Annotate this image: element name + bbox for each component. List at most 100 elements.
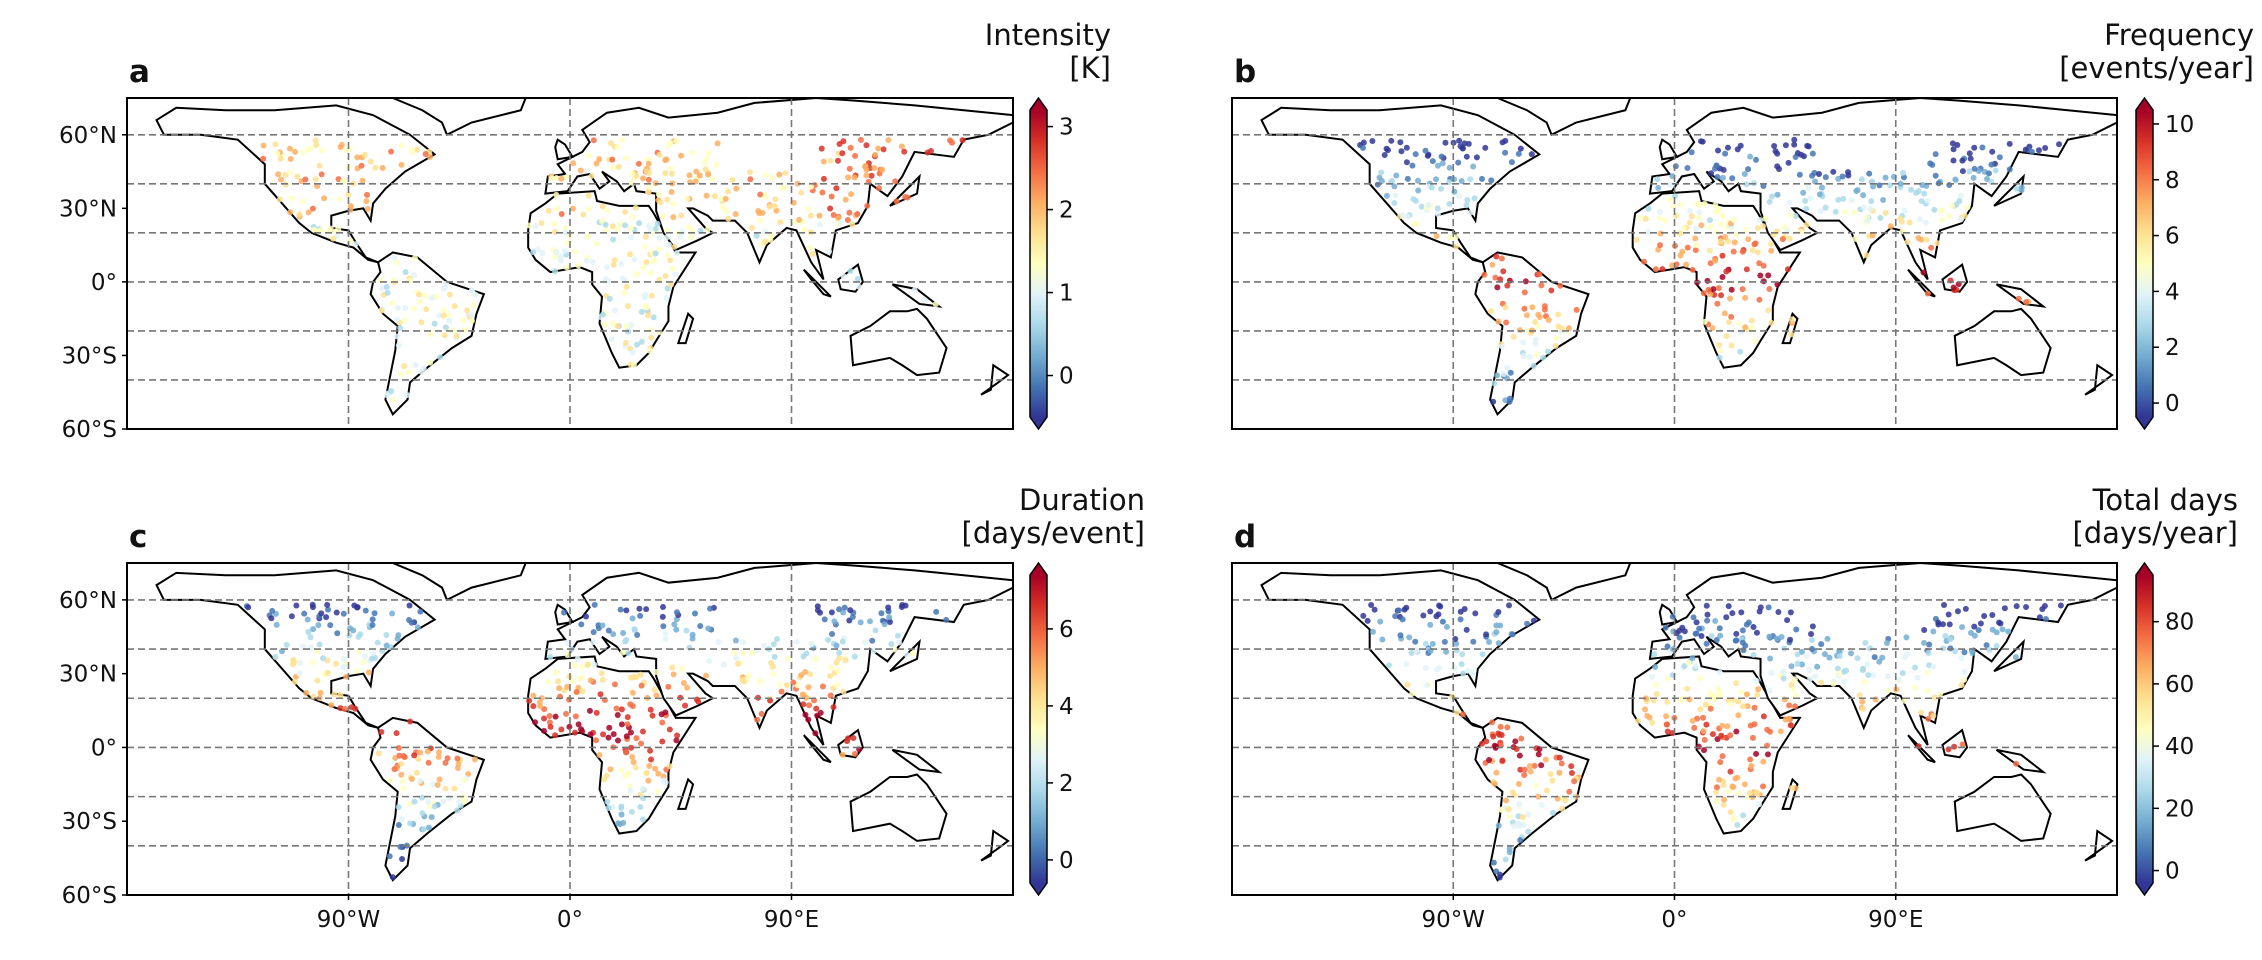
heat-dot <box>1495 608 1502 615</box>
heat-dot <box>1964 204 1971 211</box>
heat-dot <box>762 172 769 179</box>
heat-dot <box>670 671 677 678</box>
heat-dot <box>354 154 361 161</box>
heat-dot <box>538 220 545 227</box>
heat-dot <box>1787 609 1794 616</box>
heat-dot <box>1384 147 1391 154</box>
heat-dot <box>662 636 669 643</box>
heat-dot <box>1744 703 1751 710</box>
heat-dot <box>1882 210 1889 217</box>
heat-dot <box>1472 610 1479 617</box>
heat-dot <box>425 799 432 806</box>
heat-dot <box>663 234 670 241</box>
heat-dot <box>454 765 461 772</box>
heat-dot <box>1809 645 1816 652</box>
heat-dot <box>959 137 966 144</box>
heat-dot <box>722 195 729 202</box>
heat-dot <box>808 640 815 647</box>
heat-dot <box>1747 756 1754 763</box>
heat-dot <box>651 686 658 693</box>
heat-dot <box>1711 696 1718 703</box>
heat-dot <box>693 168 700 175</box>
heat-dot <box>611 257 618 264</box>
heat-dot <box>1773 635 1780 642</box>
heat-dot <box>733 185 740 192</box>
heat-dot <box>646 183 653 190</box>
heat-dot <box>1787 212 1794 219</box>
heat-dot <box>1437 603 1444 610</box>
heat-dot <box>389 874 396 881</box>
heat-dot <box>633 271 640 278</box>
heat-dot <box>622 772 629 779</box>
heat-dot <box>1869 232 1876 239</box>
heat-dot <box>609 164 616 171</box>
heat-dot <box>1739 286 1746 293</box>
heat-dot <box>1517 145 1524 152</box>
heat-dot <box>1704 617 1711 624</box>
heat-dot <box>755 207 762 214</box>
heat-dot <box>1762 215 1769 222</box>
heat-dot <box>352 705 359 712</box>
heat-dot <box>835 214 842 221</box>
heat-dot <box>336 196 343 203</box>
heat-dot <box>1664 643 1671 650</box>
heat-dot <box>388 148 395 155</box>
heat-dot <box>747 176 754 183</box>
heat-dot <box>330 235 337 242</box>
heat-dot <box>272 654 279 661</box>
heat-dot <box>398 142 405 149</box>
heat-dot <box>647 706 654 713</box>
heat-dot <box>660 213 667 220</box>
heat-dot <box>840 688 847 695</box>
heat-dot <box>1768 241 1775 248</box>
heat-dot <box>1792 213 1799 220</box>
heat-dot <box>314 648 321 655</box>
heat-dot <box>1395 607 1402 614</box>
heat-dot <box>558 726 565 733</box>
heat-dot <box>420 365 427 372</box>
heat-dot <box>771 653 778 660</box>
heat-dot <box>1841 678 1848 685</box>
heat-dot <box>1834 665 1841 672</box>
heat-dot <box>673 626 680 633</box>
heat-dot <box>1523 312 1530 319</box>
heat-dot <box>1843 667 1850 674</box>
heat-dot <box>1525 811 1532 818</box>
heat-dot <box>440 798 447 805</box>
heat-dot <box>1930 628 1937 635</box>
heat-dot <box>1434 162 1441 169</box>
heat-dot <box>427 330 434 337</box>
colorbar-title: Frequency <box>2104 18 2254 52</box>
heat-dot <box>2042 144 2049 151</box>
heat-dot <box>440 312 447 319</box>
heat-dot <box>881 621 888 628</box>
heat-dot <box>820 175 827 182</box>
heat-dot <box>545 207 552 214</box>
heat-dot <box>317 689 324 696</box>
heat-dot <box>1555 311 1562 318</box>
heat-dot <box>628 744 635 751</box>
heat-dot <box>878 610 885 617</box>
heat-dot <box>1530 362 1537 369</box>
heat-dot <box>1760 758 1767 765</box>
heat-dot <box>1728 286 1735 293</box>
heat-dot <box>350 627 357 634</box>
heat-dot <box>654 220 661 227</box>
heat-dot <box>777 219 784 226</box>
heat-dot <box>1864 217 1871 224</box>
heat-dot <box>593 240 600 247</box>
colorbar-extend-max <box>2136 563 2153 575</box>
heat-dot <box>1753 629 1760 636</box>
heat-dot <box>1932 172 1939 179</box>
heat-dot <box>1703 721 1710 728</box>
heat-dot <box>756 678 763 685</box>
heat-dot <box>282 171 289 178</box>
heat-dot <box>668 170 675 177</box>
heat-dot <box>1487 308 1494 315</box>
heat-dot <box>2001 605 2008 612</box>
y-tick-label: 60°S <box>62 883 117 909</box>
heat-dot <box>1785 159 1792 166</box>
heat-dot <box>411 272 418 279</box>
heat-dot <box>1724 238 1731 245</box>
heat-dot <box>1540 354 1547 361</box>
